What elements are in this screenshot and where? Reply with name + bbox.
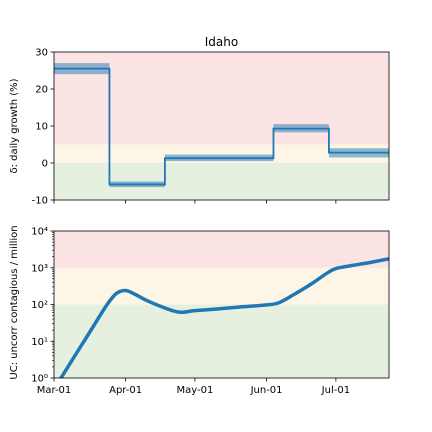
bottom-curve: [59, 257, 389, 378]
top-ytick-label: -10: [32, 196, 48, 207]
bottom-band-0: [54, 304, 389, 378]
top-chart: -10 0 10 20 30 Idaho δ: daily growth (%): [9, 35, 390, 207]
top-ytick-label: 20: [35, 85, 48, 96]
top-band-1: [54, 144, 389, 163]
top-step-line: [54, 67, 389, 186]
top-band-0: [54, 163, 389, 200]
bottom-chart: 10⁰ 10¹ 10² 10³ 10⁴ Mar-01 Apr-01 May-01 Jun-01…: [9, 225, 390, 396]
top-ytick-label: 10: [35, 122, 48, 133]
bottom-x-ticks: Mar-01 Apr-01 May-01 Jun-01 Jul-01: [37, 378, 350, 396]
top-ytick-label: 30: [35, 48, 48, 59]
top-series-line: [54, 67, 389, 186]
top-x-ticks: [53, 200, 337, 204]
top-y-axis-label: δ: daily growth (%): [9, 78, 20, 173]
top-ytick-label: 0: [42, 159, 48, 170]
bottom-ytick-label: 10²: [31, 300, 48, 311]
bottom-ytick-label: 10¹: [31, 337, 48, 348]
bottom-y-axis-label: UC: uncorr contagious / million: [9, 225, 20, 379]
bottom-xtick-label: Jul-01: [321, 385, 350, 396]
bottom-ytick-label: 10⁴: [31, 227, 48, 238]
bottom-ytick-label: 10³: [31, 263, 48, 274]
bottom-series-line: [59, 257, 389, 378]
bottom-y-ticks: 10⁰ 10¹ 10² 10³ 10⁴: [31, 227, 54, 385]
bottom-xtick-label: May-01: [177, 385, 214, 396]
top-y-ticks: -10 0 10 20 30: [32, 48, 54, 207]
chart-title: Idaho: [205, 35, 238, 49]
bottom-xtick-label: Mar-01: [37, 385, 72, 396]
bottom-background-bands: [54, 231, 389, 378]
bottom-xtick-label: Jun-01: [250, 385, 283, 396]
bottom-ytick-label: 10⁰: [31, 374, 48, 385]
bottom-band-2: [54, 231, 389, 268]
bottom-xtick-label: Apr-01: [109, 385, 142, 396]
bottom-band-1: [54, 267, 389, 305]
